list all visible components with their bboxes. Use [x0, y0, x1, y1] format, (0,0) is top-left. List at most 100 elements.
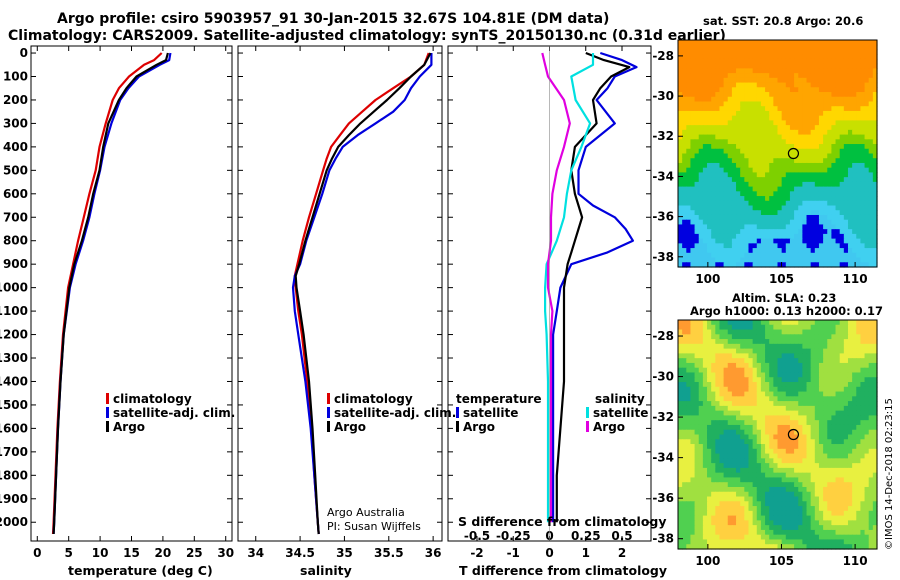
map-cell [744, 40, 750, 46]
map-cell [731, 334, 737, 340]
map-cell [773, 101, 779, 107]
map-cell [827, 372, 832, 378]
map-cell [698, 510, 704, 517]
map-cell [715, 386, 721, 393]
map-cell [835, 458, 841, 464]
map-cell [839, 382, 845, 388]
map-cell [769, 501, 774, 507]
map-cell [843, 139, 849, 145]
map-cell [789, 339, 795, 345]
map-cell [872, 334, 878, 340]
map-cell [711, 529, 716, 536]
map-cell [872, 68, 878, 74]
map-cell [773, 82, 779, 88]
map-cell [727, 87, 733, 93]
map-cell [806, 68, 812, 74]
map-cell [707, 181, 712, 188]
map-cell [698, 129, 704, 136]
map-cell [823, 77, 828, 84]
map-cell [852, 172, 857, 178]
map-cell [707, 87, 712, 93]
map-cell [719, 125, 725, 131]
map-lon-label: 110 [843, 272, 868, 286]
map-cell [752, 386, 758, 393]
map-cell [694, 110, 700, 117]
map-cell [694, 125, 700, 131]
map-cell [723, 382, 729, 388]
map-cell [852, 448, 857, 455]
map-cell [760, 324, 766, 331]
map-cell [707, 238, 712, 244]
map-cell [727, 49, 733, 55]
map-cell [777, 191, 783, 197]
map-cell [781, 491, 787, 498]
map-cell [686, 196, 692, 202]
map-cell [864, 372, 870, 378]
map-cell [868, 63, 874, 69]
map-cell [794, 248, 799, 254]
map-cell [868, 320, 874, 326]
map-cell [806, 353, 812, 359]
map-cell [731, 320, 737, 326]
map-cell [823, 529, 828, 536]
map-cell [707, 358, 712, 364]
map-cell [789, 501, 795, 507]
map-cell [740, 139, 745, 145]
map-cell [736, 439, 741, 445]
map-cell [827, 238, 832, 244]
map-cell [736, 106, 741, 112]
map-cell [814, 429, 820, 436]
map-cell [789, 405, 795, 412]
map-cell [806, 343, 812, 350]
map-cell [827, 453, 832, 459]
map-cell [847, 233, 853, 240]
map-cell [707, 262, 712, 268]
map-cell [823, 510, 828, 517]
map-cell [727, 510, 733, 517]
map-cell [698, 506, 704, 512]
map-cell [806, 510, 812, 517]
map-cell [814, 420, 820, 426]
map-cell [831, 106, 837, 112]
map-cell [719, 205, 725, 211]
map-cell [806, 172, 812, 178]
map-cell [823, 353, 828, 359]
map-cell [823, 415, 828, 421]
map-cell [794, 510, 799, 517]
map-cell [818, 205, 824, 211]
map-cell [682, 334, 687, 340]
map-cell [777, 229, 783, 235]
map-cell [723, 101, 729, 107]
map-cell [831, 320, 837, 326]
map-cell [682, 439, 687, 445]
map-cell [843, 496, 849, 502]
map-cell [723, 320, 729, 326]
map-cell [785, 238, 791, 244]
map-cell [719, 458, 725, 464]
map-cell [773, 96, 779, 103]
map-cell [802, 214, 808, 221]
map-cell [678, 200, 683, 207]
legend-label: climatology [113, 392, 192, 406]
map-cell [810, 415, 816, 421]
map-cell [806, 219, 812, 226]
map-cell [852, 58, 857, 65]
map-cell [868, 401, 874, 407]
map-cell [847, 191, 853, 197]
map-cell [756, 40, 762, 46]
map-cell [765, 139, 770, 145]
map-cell [756, 429, 762, 436]
map-cell [744, 444, 750, 450]
map-cell [690, 229, 696, 235]
map-cell [856, 405, 862, 412]
map-cell [773, 396, 779, 402]
map-cell [785, 506, 791, 512]
map-cell [794, 515, 799, 521]
map-lon-label: 105 [769, 554, 794, 568]
map-cell [864, 510, 870, 517]
map-cell [843, 252, 849, 259]
map-cell [818, 343, 824, 350]
map-cell [698, 82, 704, 88]
map-cell [864, 120, 870, 126]
map-cell [682, 196, 687, 202]
